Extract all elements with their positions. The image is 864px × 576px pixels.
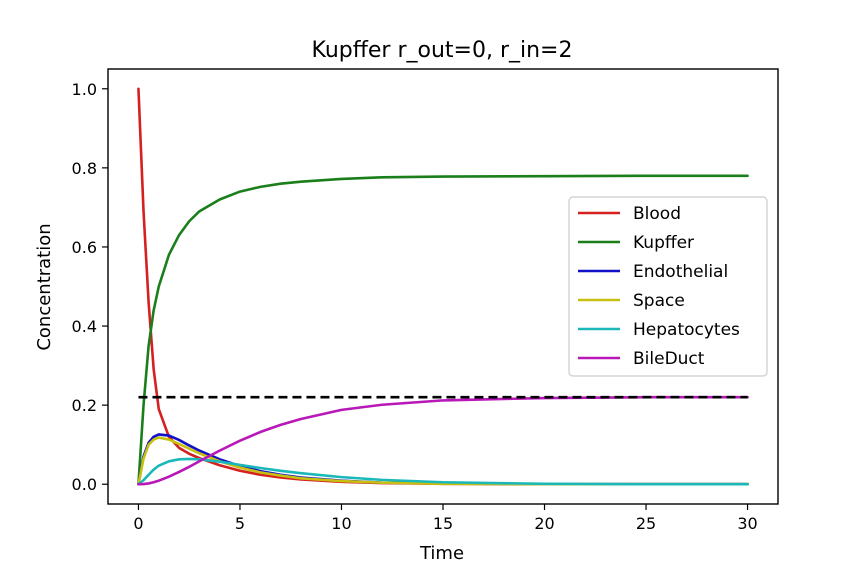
x-axis-ticks: 0 5 10 15 20 25 30: [133, 504, 758, 533]
x-tick-label: 20: [534, 514, 554, 533]
x-tick-label: 15: [433, 514, 453, 533]
x-tick-label: 10: [331, 514, 351, 533]
legend: Blood Kupffer Endothelial Space Hepatocytes B…: [568, 196, 768, 377]
y-tick-label: 0.8: [72, 159, 97, 178]
legend-label-blood: Blood: [633, 204, 681, 224]
y-tick-label: 0.2: [72, 396, 97, 415]
x-tick-label: 0: [133, 514, 143, 533]
legend-label-bileduct: BileDuct: [633, 349, 705, 369]
y-tick-label: 0.6: [72, 238, 97, 257]
legend-label-hepatocytes: Hepatocytes: [633, 320, 740, 340]
y-tick-label: 0.0: [72, 475, 97, 494]
y-tick-label: 1.0: [72, 80, 97, 99]
y-tick-label: 0.4: [72, 317, 97, 336]
series-line-hepatocytes: [137, 457, 749, 486]
x-axis-label: Time: [419, 543, 464, 564]
series-line-bileduct: [137, 395, 749, 486]
series-line-kupffer: [137, 174, 749, 486]
y-axis-ticks: 0.0 0.2 0.4 0.6 0.8 1.0: [72, 80, 108, 494]
plot-lines: [137, 87, 749, 486]
series-line-endothelial: [137, 433, 749, 486]
y-axis-label: Concentration: [34, 223, 55, 350]
legend-label-endothelial: Endothelial: [633, 262, 728, 282]
x-tick-label: 30: [737, 514, 757, 533]
x-tick-label: 25: [636, 514, 656, 533]
x-tick-label: 5: [235, 514, 245, 533]
legend-label-space: Space: [633, 291, 685, 311]
chart-title: Kupffer r_out=0, r_in=2: [312, 38, 573, 63]
legend-label-kupffer: Kupffer: [633, 233, 694, 253]
